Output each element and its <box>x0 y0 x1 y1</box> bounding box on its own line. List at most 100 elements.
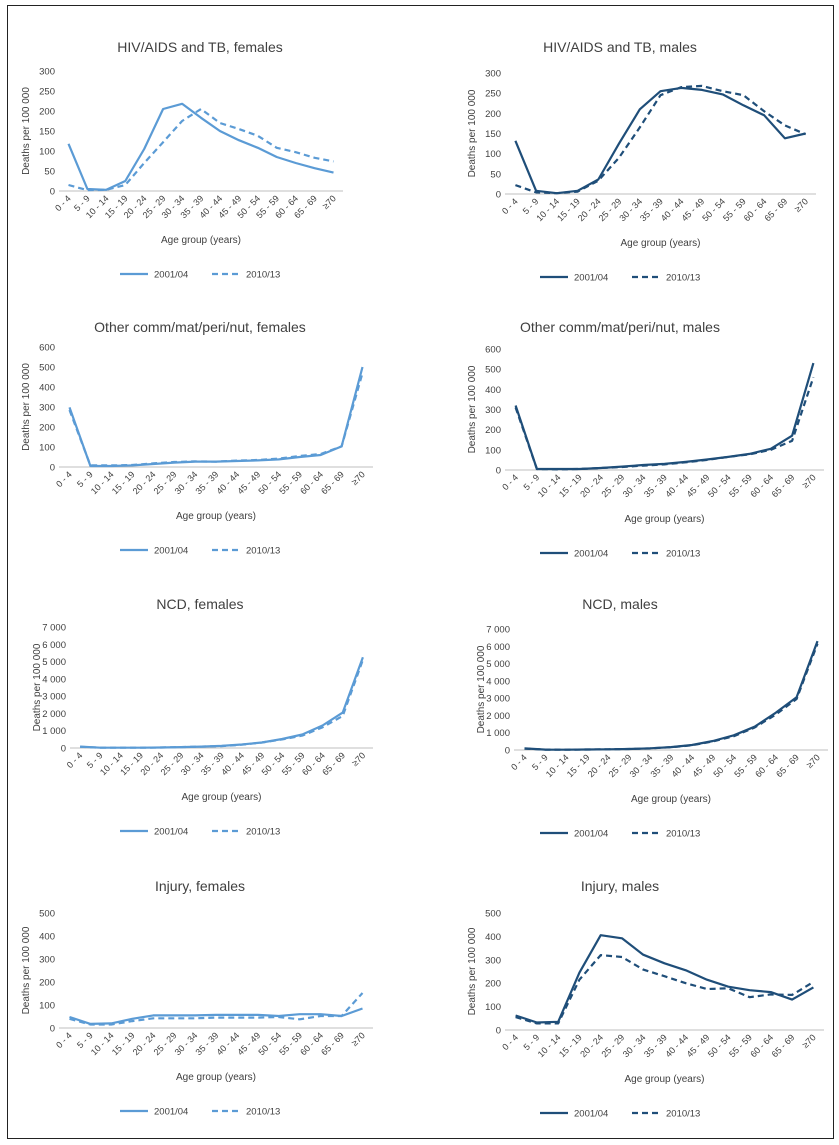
y-tick-label: 50 <box>490 169 501 180</box>
x-tick-label: 35 - 39 <box>642 1032 669 1059</box>
chart-5: NCD, females 0 1 000 2 000 3 000 4 000 5 000 6 … <box>32 596 373 838</box>
series-line-2001-04 <box>69 104 334 190</box>
x-tick-label: 65 - 69 <box>319 469 346 496</box>
x-tick-label: 60 - 64 <box>748 1032 775 1059</box>
y-tick-label: 600 <box>39 343 55 354</box>
series-line-2010-13 <box>80 660 363 748</box>
y-tick-label: 100 <box>485 445 501 456</box>
legend-label: 2001/04 <box>154 1107 188 1118</box>
x-tick-label: 45 - 49 <box>685 472 712 499</box>
series-line-2010-13 <box>516 955 814 1023</box>
chart-3: Other comm/mat/peri/nut, females 0 100 200 3… <box>21 319 373 557</box>
y-tick-label: 100 <box>39 1001 55 1012</box>
x-tick-label: 30 - 34 <box>621 1032 648 1059</box>
chart-title: Other comm/mat/peri/nut, males <box>520 319 720 335</box>
x-tick-label: 0 - 4 <box>500 472 520 492</box>
x-tick-label: 25 - 29 <box>599 472 626 499</box>
x-tick-label: ≥70 <box>800 472 818 490</box>
chart-title: Injury, females <box>155 878 245 894</box>
y-tick-label: 5 000 <box>42 657 66 668</box>
y-tick-label: 50 <box>44 167 55 178</box>
y-tick-label: 0 <box>505 746 510 757</box>
y-tick-label: 400 <box>39 932 55 943</box>
y-tick-label: 300 <box>485 955 501 966</box>
x-tick-label: 65 - 69 <box>770 472 797 499</box>
series-line-2001-04 <box>525 641 818 750</box>
chart-8: Injury, males 0 100 200 300 400 500 Deaths per … <box>467 878 824 1120</box>
x-tick-label: 0 - 4 <box>53 193 73 213</box>
y-tick-label: 3 000 <box>486 694 510 705</box>
series-line-2010-13 <box>69 109 334 190</box>
x-tick-label: 65 - 69 <box>762 196 789 223</box>
y-tick-label: 600 <box>485 345 501 356</box>
y-tick-label: 300 <box>485 69 501 80</box>
y-tick-label: 100 <box>39 147 55 158</box>
legend-label: 2010/13 <box>666 549 700 560</box>
y-tick-label: 4 000 <box>486 676 510 687</box>
chart-7: Injury, females 0 100 200 300 400 500 Deaths pe… <box>21 878 373 1118</box>
x-tick-label: 10 - 14 <box>536 1032 563 1059</box>
chart-2: HIV/AIDS and TB, males 0 50 100 150 200 250 300… <box>467 39 816 284</box>
x-tick-label: 65 - 69 <box>320 750 347 777</box>
legend-label: 2001/04 <box>574 273 608 284</box>
legend-label: 2010/13 <box>246 827 280 838</box>
series-line-2001-04 <box>516 935 814 1022</box>
x-tick-label: 55 - 59 <box>727 472 754 499</box>
series-line-2010-13 <box>516 377 814 469</box>
y-tick-label: 200 <box>485 425 501 436</box>
x-axis-label: Age group (years) <box>624 1074 704 1085</box>
series-line-2001-04 <box>516 363 814 469</box>
series-line-2001-04 <box>515 88 805 193</box>
y-tick-label: 250 <box>485 89 501 100</box>
chart-title: HIV/AIDS and TB, females <box>117 39 282 55</box>
y-tick-label: 150 <box>39 127 55 138</box>
y-axis-label: Deaths per 100 000 <box>467 89 478 177</box>
x-tick-label: 0 - 4 <box>500 196 520 216</box>
x-axis-label: Age group (years) <box>176 511 256 522</box>
x-tick-label: ≥70 <box>349 1030 367 1048</box>
y-tick-label: 200 <box>39 107 55 118</box>
y-tick-label: 3 000 <box>42 692 66 703</box>
y-tick-label: 2 000 <box>486 711 510 722</box>
y-tick-label: 0 <box>50 463 55 474</box>
y-tick-label: 500 <box>39 909 55 920</box>
y-tick-label: 0 <box>496 190 501 201</box>
x-axis-label: Age group (years) <box>176 1072 256 1083</box>
y-axis-label: Deaths per 100 000 <box>21 363 32 451</box>
x-tick-label: 20 - 24 <box>578 472 605 499</box>
x-tick-label: 25 - 29 <box>599 1032 626 1059</box>
legend-label: 2001/04 <box>574 829 608 840</box>
x-tick-label: 65 - 69 <box>770 1032 797 1059</box>
y-tick-label: 0 <box>50 187 55 198</box>
x-axis-label: Age group (years) <box>620 238 700 249</box>
x-tick-label: 50 - 54 <box>706 1032 733 1059</box>
y-axis-label: Deaths per 100 000 <box>21 87 32 175</box>
y-tick-label: 200 <box>39 978 55 989</box>
y-tick-label: 7 000 <box>486 625 510 636</box>
y-axis-label: Deaths per 100 000 <box>467 365 478 453</box>
x-tick-label: 0 - 4 <box>500 1032 520 1052</box>
chart-title: NCD, males <box>582 596 657 612</box>
chart-4: Other comm/mat/peri/nut, males 0 100 200 300… <box>467 319 824 560</box>
y-tick-label: 1 000 <box>42 726 66 737</box>
x-axis-label: Age group (years) <box>624 514 704 525</box>
legend-label: 2001/04 <box>154 546 188 557</box>
y-tick-label: 400 <box>485 385 501 396</box>
x-tick-label: ≥70 <box>320 193 338 211</box>
legend-label: 2010/13 <box>246 1107 280 1118</box>
legend-label: 2010/13 <box>666 1109 700 1120</box>
y-axis-label: Deaths per 100 000 <box>32 643 43 731</box>
x-tick-label: 15 - 19 <box>557 1032 584 1059</box>
x-tick-label: 10 - 14 <box>536 472 563 499</box>
x-tick-label: 45 - 49 <box>685 1032 712 1059</box>
x-tick-label: 40 - 44 <box>663 472 690 499</box>
y-tick-label: 0 <box>496 1026 501 1037</box>
legend-label: 2001/04 <box>154 270 188 281</box>
series-line-2010-13 <box>70 993 363 1025</box>
x-tick-label: 0 - 4 <box>54 1030 74 1050</box>
x-tick-label: ≥70 <box>349 469 367 487</box>
chart-1: HIV/AIDS and TB, females 0 50 100 150 200 250 3… <box>21 39 343 281</box>
legend-label: 2010/13 <box>666 829 700 840</box>
y-tick-label: 300 <box>39 955 55 966</box>
x-tick-label: ≥70 <box>350 750 368 768</box>
